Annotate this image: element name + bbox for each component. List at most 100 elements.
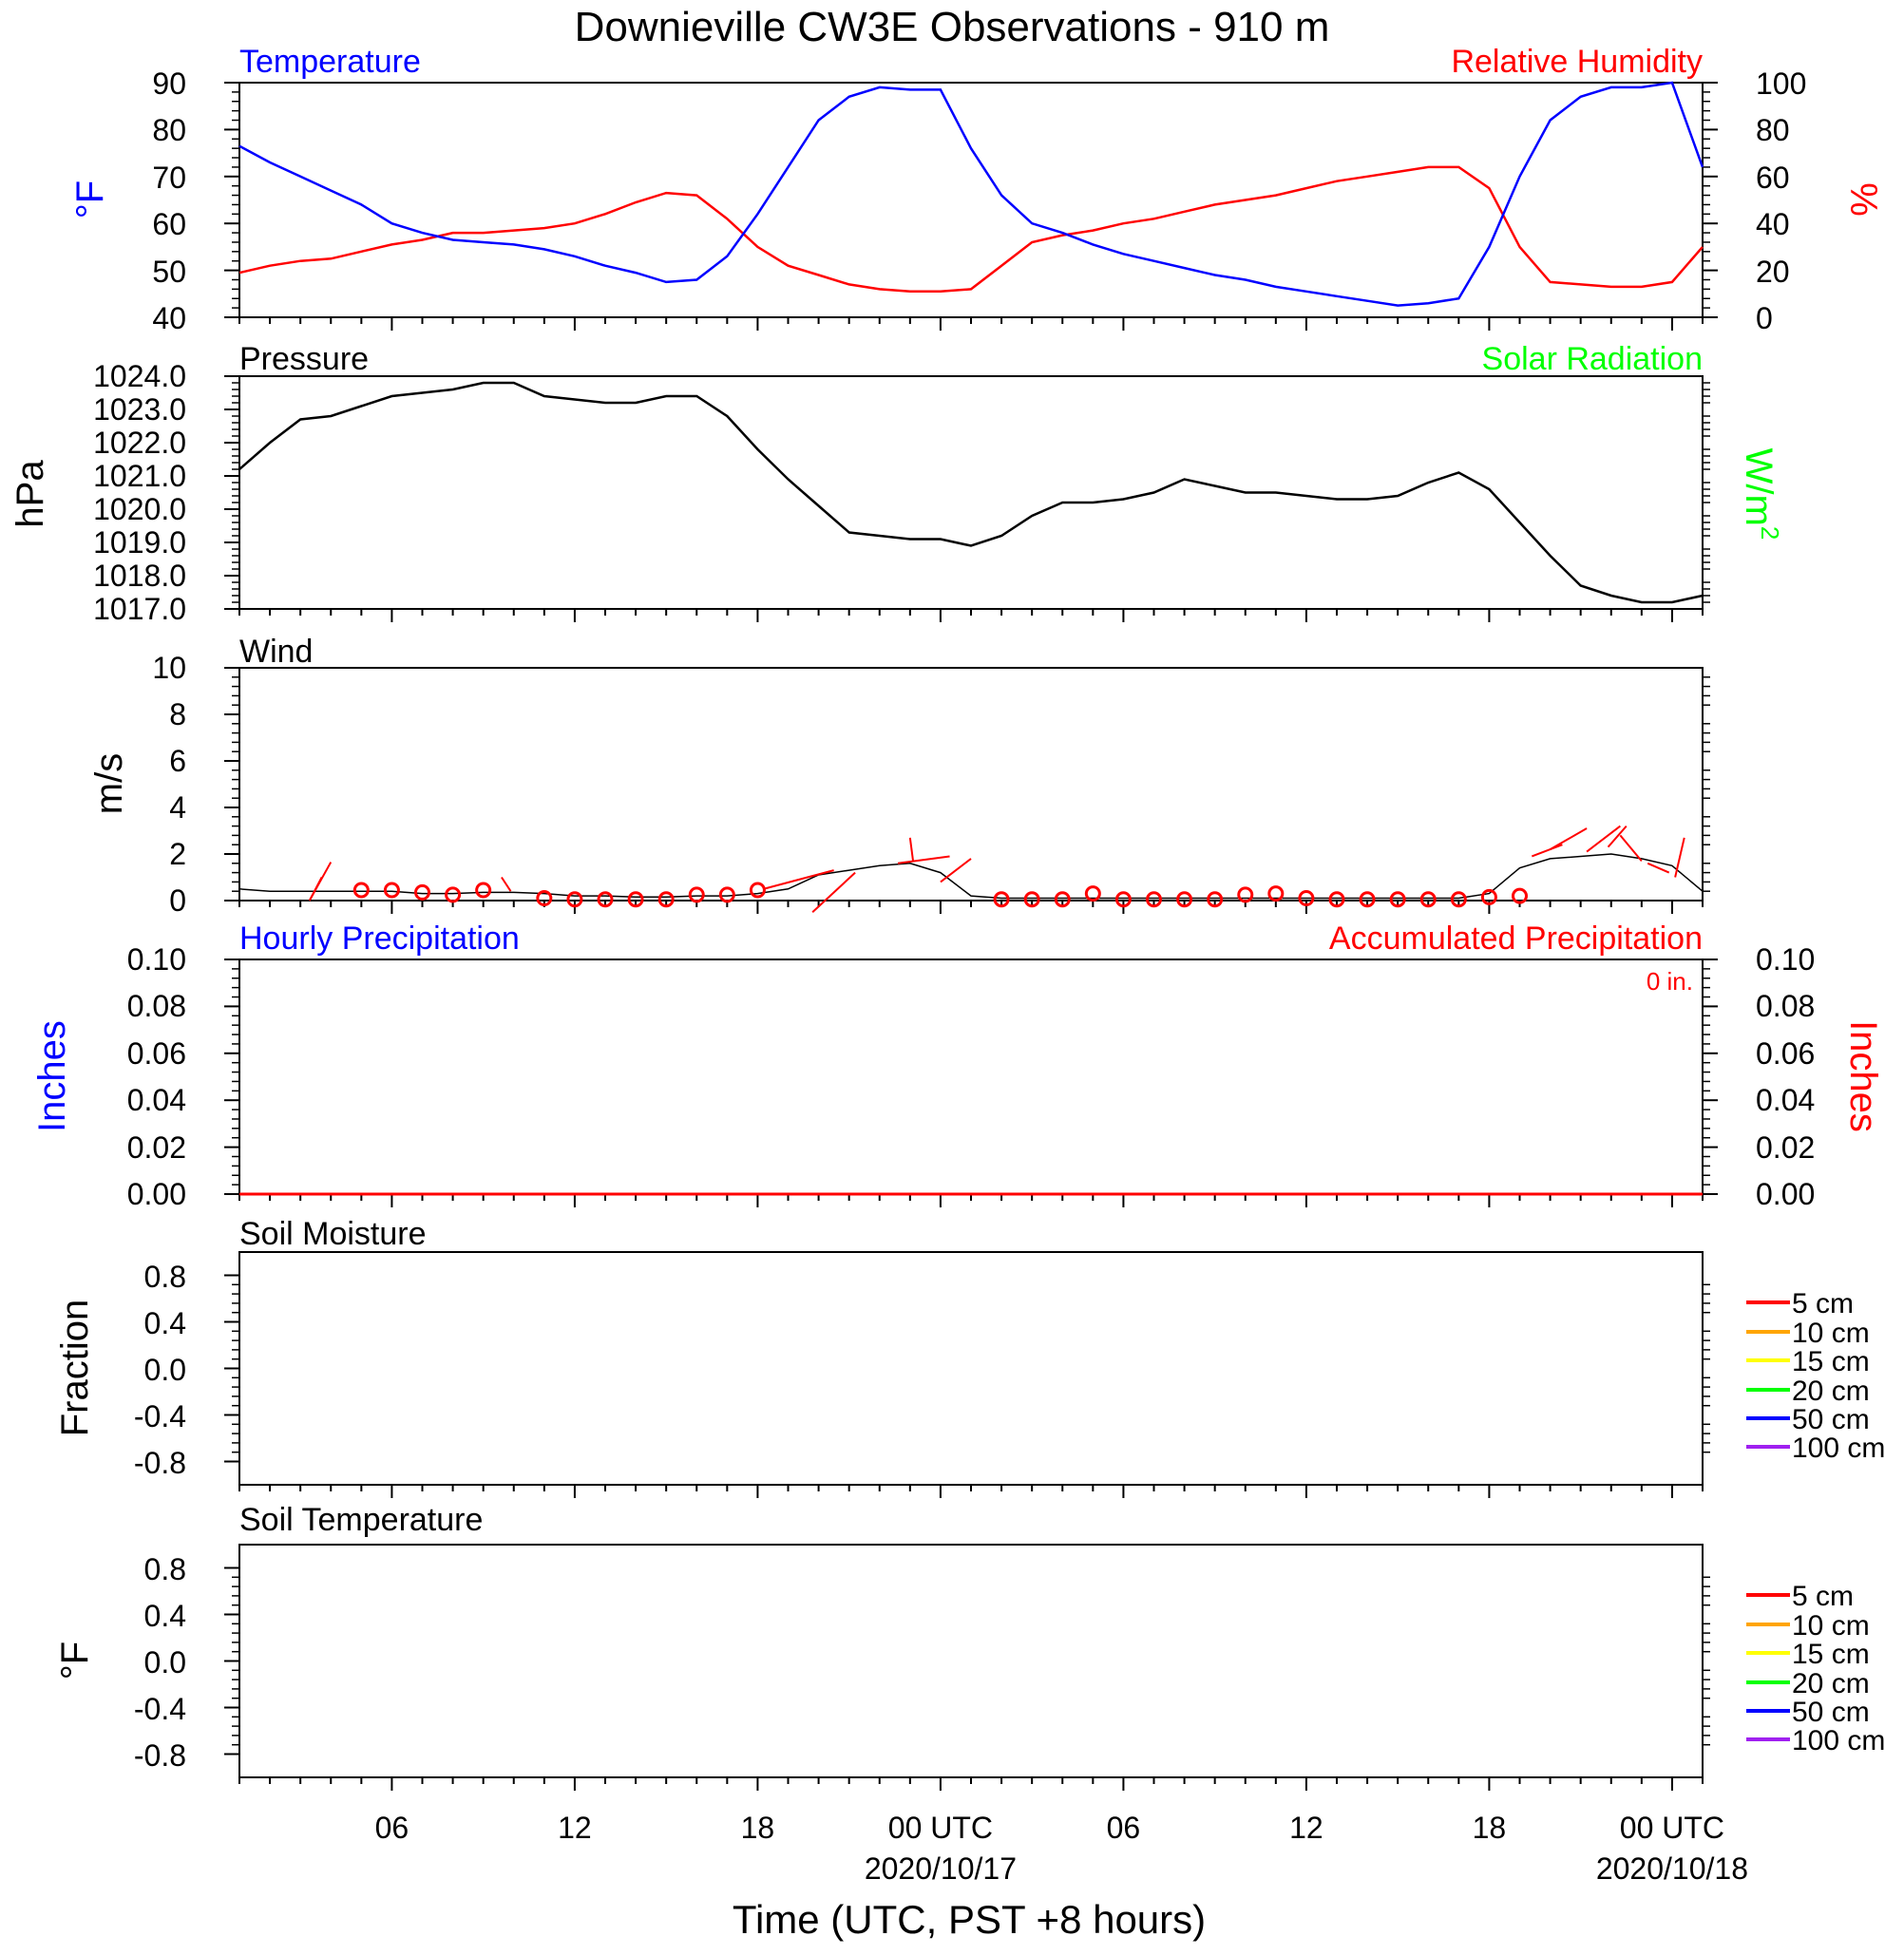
- y-tick-label: 1021.0: [93, 459, 186, 493]
- y-tick-label: 60: [152, 207, 186, 241]
- y-tick-label: -0.8: [134, 1738, 186, 1773]
- wind-barb: [940, 858, 972, 883]
- y-tick-label: 0.10: [127, 942, 186, 977]
- soil-temperature-legend: 5 cm 10 cm 15 cm 20 cm 50 cm 100 cm: [1746, 1581, 1885, 1756]
- x-tick-label: 12: [1289, 1811, 1323, 1845]
- soil-moisture-legend: 5 cm 10 cm 15 cm 20 cm 50 cm 100 cm: [1746, 1288, 1885, 1464]
- calm-wind-marker: [566, 891, 583, 908]
- x-tick-label: 18: [1473, 1811, 1507, 1845]
- panel-tick-marks: [224, 82, 1718, 331]
- wind-barb: [1531, 844, 1563, 858]
- solar-axis-label: W/m2: [1738, 448, 1784, 541]
- wind-barb: [811, 871, 856, 913]
- panel-soil-moisture: Soil Moisture Fraction -0.8 -0.4 0.0 0.4…: [54, 1216, 1885, 1498]
- y-tick-label: 0.04: [1756, 1083, 1815, 1117]
- y-tick-label: 0.02: [127, 1130, 186, 1165]
- y-tick-label: 10: [152, 651, 186, 685]
- y-tick-label: 0.8: [144, 1260, 186, 1294]
- accum-precip-total: 0 in.: [1647, 967, 1693, 996]
- calm-wind-marker: [993, 891, 1010, 908]
- solar-radiation-title: Solar Radiation: [1482, 341, 1703, 377]
- temperature-y-ticks: 40 50 60 70 80 90: [152, 66, 186, 335]
- x-tick-label: 00 UTC: [888, 1811, 993, 1845]
- y-tick-label: 8: [169, 697, 186, 731]
- pressure-y-ticks: 1017.0 1018.0 1019.0 1020.0 1021.0 1022.…: [93, 359, 186, 626]
- soil-moisture-axis-label: Fraction: [54, 1300, 96, 1437]
- x-tick-date-label: 2020/10/18: [1596, 1851, 1748, 1886]
- accum-precip-y-ticks: 0.00 0.02 0.04 0.06 0.08 0.10: [1756, 942, 1815, 1211]
- calm-wind-marker: [1267, 885, 1285, 902]
- calm-wind-marker: [1512, 887, 1528, 904]
- y-tick-label: 50: [152, 255, 186, 289]
- legend-label: 50 cm: [1792, 1404, 1870, 1435]
- y-tick-label: 0: [1756, 301, 1773, 335]
- calm-wind-marker: [1054, 891, 1071, 908]
- wind-barb: [1674, 837, 1685, 878]
- wind-title: Wind: [239, 634, 313, 670]
- solar-axis-unit: W/m: [1738, 448, 1780, 526]
- y-tick-label: 0.06: [1756, 1036, 1815, 1071]
- y-tick-label: 0.00: [127, 1177, 186, 1211]
- wind-y-ticks: 0 2 4 6 8 10: [152, 651, 186, 918]
- calm-wind-marker: [475, 882, 492, 899]
- wind-barb: [1550, 827, 1588, 850]
- figure-title: Downieville CW3E Observations - 910 m: [575, 4, 1330, 50]
- panel-tick-marks: [224, 1566, 1710, 1791]
- wind-barb: [1586, 825, 1621, 853]
- calm-wind-marker: [414, 883, 430, 901]
- y-tick-label: 4: [169, 790, 186, 825]
- calm-wind-marker: [1419, 891, 1437, 908]
- calm-wind-marker: [657, 891, 675, 908]
- y-tick-label: 0.08: [1756, 989, 1815, 1023]
- panel-series: [238, 81, 1704, 307]
- calm-wind-marker: [718, 886, 735, 903]
- panel-frame: [238, 959, 1704, 1195]
- wind-barb: [1607, 825, 1628, 848]
- temperature-title: Temperature: [239, 44, 421, 80]
- calm-wind-marker: [627, 891, 644, 908]
- y-tick-label: 0.4: [144, 1306, 186, 1340]
- panel-tick-marks: [224, 1274, 1710, 1498]
- y-tick-label: 40: [1756, 207, 1790, 241]
- y-tick-label: 2: [169, 837, 186, 871]
- legend-label: 15 cm: [1792, 1639, 1870, 1670]
- x-tick-label: 18: [741, 1811, 775, 1845]
- wind-speed-line: [238, 853, 1704, 900]
- y-tick-label: 0.04: [127, 1083, 186, 1117]
- legend-label: 20 cm: [1792, 1668, 1870, 1699]
- temperature-line: [238, 81, 1704, 307]
- wind-barb: [908, 837, 915, 862]
- panel-temp-rh: Temperature Relative Humidity °F % 40 50…: [69, 44, 1884, 335]
- calm-wind-marker: [352, 882, 370, 899]
- y-tick-label: 1020.0: [93, 492, 186, 526]
- calm-wind-marker: [597, 891, 614, 908]
- hourly-precip-title: Hourly Precipitation: [239, 921, 520, 957]
- legend-label: 15 cm: [1792, 1346, 1870, 1377]
- panel-tick-marks: [224, 375, 1710, 622]
- humidity-axis-label: %: [1842, 182, 1884, 217]
- hourly-precip-axis-label: Inches: [31, 1020, 73, 1132]
- panel-frame: [238, 375, 1704, 610]
- pressure-axis-label: hPa: [10, 460, 51, 528]
- panel-tick-marks: [224, 959, 1718, 1207]
- calm-wind-marker: [1389, 891, 1406, 908]
- soil-temperature-title: Soil Temperature: [239, 1502, 483, 1538]
- pressure-line: [238, 381, 1704, 604]
- wind-barb: [1619, 834, 1643, 862]
- hourly-precip-y-ticks: 0.00 0.02 0.04 0.06 0.08 0.10: [127, 942, 186, 1211]
- x-tick-label: 06: [1107, 1811, 1141, 1845]
- y-tick-label: 1018.0: [93, 559, 186, 593]
- calm-wind-marker: [1114, 891, 1132, 908]
- calm-wind-marker: [1207, 891, 1224, 908]
- panel-precipitation: Hourly Precipitation Accumulated Precipi…: [31, 921, 1884, 1211]
- calm-wind-marker: [1176, 891, 1193, 908]
- x-tick-label: 06: [375, 1811, 409, 1845]
- solar-axis-exponent: 2: [1756, 526, 1784, 540]
- y-tick-label: 90: [152, 66, 186, 101]
- legend-label: 100 cm: [1792, 1725, 1885, 1756]
- humidity-title: Relative Humidity: [1451, 44, 1703, 80]
- wind-barb: [501, 876, 512, 892]
- y-tick-label: 80: [152, 113, 186, 147]
- calm-wind-marker: [1298, 890, 1315, 907]
- y-tick-label: 0.10: [1756, 942, 1815, 977]
